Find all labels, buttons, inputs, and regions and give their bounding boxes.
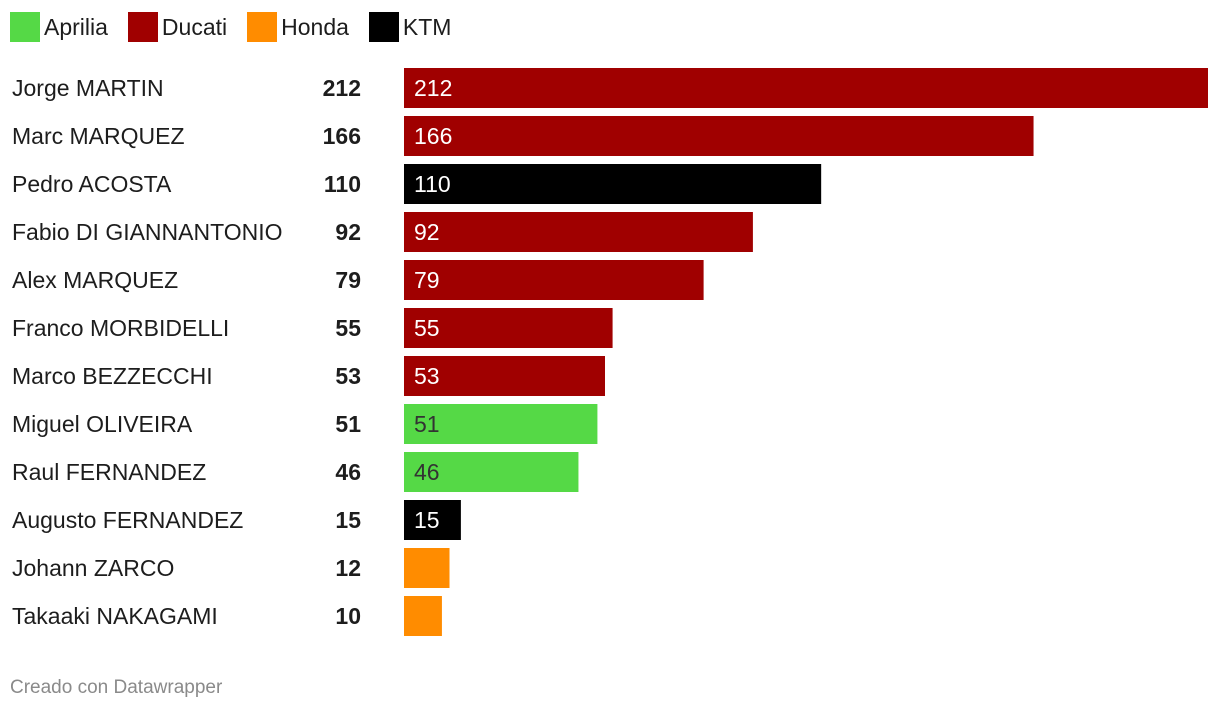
row-label: Franco MORBIDELLI (12, 315, 229, 341)
legend-label: Aprilia (44, 13, 108, 40)
row-label: Jorge MARTIN (12, 75, 164, 101)
bar (404, 404, 598, 444)
row-total: 55 (335, 315, 361, 341)
bar-value-label: 51 (414, 411, 440, 437)
legend-item-ktm: KTM (368, 12, 452, 42)
row-label: Marc MARQUEZ (12, 123, 185, 149)
bar (404, 500, 461, 540)
legend-label: Honda (281, 13, 349, 40)
bar (404, 212, 753, 252)
row-label: Takaaki NAKAGAMI (12, 603, 218, 629)
bar-value-label: 46 (414, 459, 440, 485)
row-total: 166 (323, 123, 361, 149)
bar-value-label: 166 (414, 123, 452, 149)
bar-value-label: 79 (414, 267, 440, 293)
row-label: Alex MARQUEZ (12, 267, 178, 293)
row-label: Miguel OLIVEIRA (12, 411, 193, 437)
legend-swatch (127, 12, 158, 42)
bar-value-label: 92 (414, 219, 440, 245)
credit-text: Creado con Datawrapper (10, 677, 223, 698)
row-label: Fabio DI GIANNANTONIO (12, 219, 283, 245)
bar (404, 68, 1208, 108)
row-total: 79 (335, 267, 361, 293)
row-total: 212 (323, 75, 361, 101)
bar (404, 596, 442, 636)
bar (404, 452, 579, 492)
bar-value-label: 55 (414, 315, 440, 341)
row-total: 53 (335, 363, 361, 389)
row-total: 46 (335, 459, 361, 485)
legend-swatch (368, 12, 399, 42)
row-label: Pedro ACOSTA (12, 171, 172, 197)
bar-value-label: 110 (414, 171, 451, 197)
row-total: 15 (335, 507, 361, 533)
row-label: Raul FERNANDEZ (12, 459, 206, 485)
row-label: Marco BEZZECCHI (12, 363, 213, 389)
bar-value-label: 15 (414, 507, 440, 533)
row-label: Augusto FERNANDEZ (12, 507, 243, 533)
chart-legend: Aprilia Ducati Honda KTM (10, 12, 471, 42)
bar (404, 548, 450, 588)
row-total: 12 (335, 555, 361, 581)
legend-swatch (10, 12, 40, 42)
bar-value-label: 53 (414, 363, 440, 389)
legend-item-ducati: Ducati (127, 12, 228, 42)
bar (404, 260, 704, 300)
bar-value-label: 212 (414, 75, 452, 101)
row-label: Johann ZARCO (12, 555, 174, 581)
row-total: 110 (324, 171, 361, 197)
row-total: 92 (335, 219, 361, 245)
bar (404, 356, 605, 396)
legend-label: KTM (402, 13, 452, 40)
row-total: 51 (335, 411, 361, 437)
legend-item-aprilia: Aprilia (10, 12, 108, 42)
row-total: 10 (335, 603, 361, 629)
bar (404, 308, 613, 348)
legend-item-honda: Honda (247, 12, 349, 42)
legend-swatch (247, 12, 278, 42)
legend-label: Ducati (161, 13, 228, 40)
bar-chart: Jorge MARTIN 212 212 Marc MARQUEZ 166 166 Pedr… (12, 68, 1208, 636)
bar (404, 164, 822, 204)
bar (404, 116, 1034, 156)
